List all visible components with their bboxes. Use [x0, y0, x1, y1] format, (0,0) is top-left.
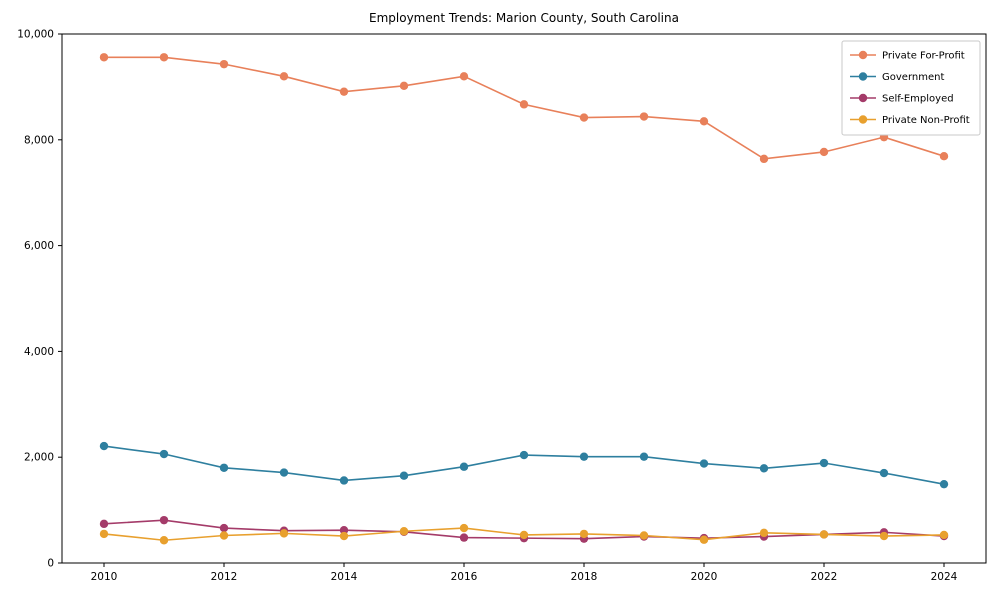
series-marker-private-non-profit	[579, 529, 589, 539]
series-marker-private-non-profit	[759, 528, 769, 538]
y-tick-label: 4,000	[24, 346, 54, 358]
series-marker-private-for-profit	[699, 117, 709, 126]
series-marker-government	[279, 468, 289, 477]
legend-label-private-for-profit: Private For-Profit	[882, 51, 965, 62]
series-marker-private-non-profit	[159, 536, 169, 545]
series-marker-government	[159, 449, 169, 459]
plot-border	[61, 33, 987, 564]
series-marker-private-non-profit	[639, 531, 649, 540]
chart-title: Employment Trends: Marion County, South …	[369, 11, 679, 25]
series-marker-government	[879, 468, 889, 478]
legend-marker-private-non-profit	[858, 115, 868, 124]
series-marker-private-for-profit	[459, 72, 469, 81]
legend-label-self-employed: Self-Employed	[882, 94, 954, 105]
x-tick-label: 2012	[211, 571, 238, 583]
series-marker-private-for-profit	[219, 59, 229, 69]
series-marker-private-non-profit	[279, 529, 289, 538]
series-marker-private-for-profit	[819, 147, 829, 157]
series-marker-private-non-profit	[339, 531, 349, 541]
x-tick-label: 2020	[691, 571, 718, 583]
series-marker-private-non-profit	[879, 531, 889, 541]
series-marker-government	[459, 462, 469, 471]
y-tick-label: 8,000	[24, 134, 54, 146]
legend-marker-private-for-profit	[858, 50, 868, 60]
series-marker-government	[399, 471, 409, 480]
series-marker-government	[339, 476, 349, 485]
series-marker-private-non-profit	[939, 530, 949, 540]
legend: Private For-Profit Government Self-Employe…	[841, 40, 981, 136]
series-marker-private-for-profit	[579, 113, 589, 122]
legend-label-government: Government	[882, 72, 944, 83]
x-tick-label: 2024	[931, 571, 958, 583]
legend-marker-self-employed	[858, 93, 868, 103]
series-marker-self-employed	[159, 515, 169, 525]
series-marker-self-employed	[99, 519, 109, 529]
legend-label-private-non-profit: Private Non-Profit	[882, 115, 970, 126]
series-marker-self-employed	[339, 526, 349, 535]
series-marker-government	[939, 479, 949, 489]
series-marker-private-non-profit	[699, 535, 709, 544]
series-marker-private-for-profit	[99, 53, 109, 62]
series-marker-private-for-profit	[399, 81, 409, 91]
series-marker-private-non-profit	[459, 523, 469, 533]
series-marker-government	[219, 463, 229, 472]
series-marker-private-non-profit	[519, 530, 529, 540]
y-tick-label: 10,000	[17, 29, 54, 41]
x-tick-label: 2018	[571, 571, 598, 583]
series-marker-government	[579, 452, 589, 461]
series-marker-private-non-profit	[399, 527, 409, 536]
series-marker-self-employed	[459, 533, 469, 542]
series-marker-private-for-profit	[759, 154, 769, 164]
series-marker-private-non-profit	[819, 530, 829, 539]
series-marker-private-for-profit	[639, 112, 649, 121]
x-tick-label: 2014	[331, 571, 358, 583]
legend-marker-government	[858, 72, 868, 81]
series-marker-private-for-profit	[159, 53, 169, 62]
series-marker-private-non-profit	[99, 529, 109, 539]
series-marker-government	[759, 464, 769, 473]
series-marker-government	[819, 458, 829, 468]
series-marker-private-for-profit	[279, 72, 289, 81]
series-marker-government	[99, 441, 109, 451]
x-tick-label: 2010	[91, 571, 118, 583]
series-marker-private-for-profit	[519, 100, 529, 109]
y-tick-label: 0	[47, 558, 54, 570]
series-marker-government	[519, 450, 529, 460]
x-tick-label: 2016	[451, 571, 478, 583]
series-marker-private-for-profit	[339, 87, 349, 96]
series-marker-private-for-profit	[939, 151, 949, 161]
series-marker-government	[639, 452, 649, 461]
series-marker-self-employed	[219, 523, 229, 533]
x-tick-label: 2022	[811, 571, 838, 583]
series-marker-private-non-profit	[219, 531, 229, 540]
legend-box	[841, 40, 981, 136]
series-marker-government	[699, 459, 709, 468]
y-tick-label: 2,000	[24, 452, 54, 464]
y-tick-label: 6,000	[24, 240, 54, 252]
